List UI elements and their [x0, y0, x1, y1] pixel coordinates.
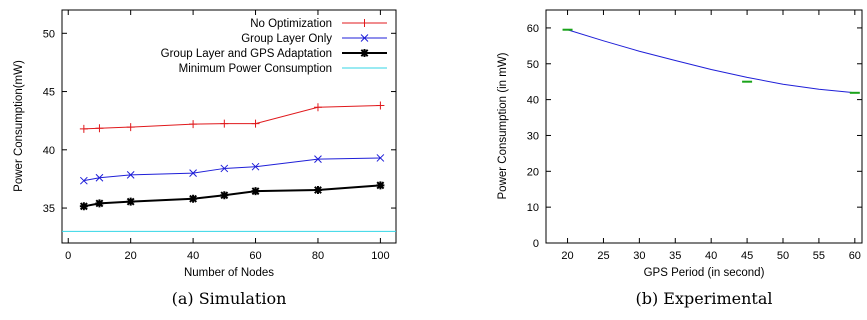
- legend-label: Group Layer Only: [241, 33, 332, 45]
- data-point: [189, 194, 198, 203]
- legend-marker: [360, 19, 369, 27]
- tick-marks: [546, 10, 862, 244]
- x-tick-label: 55: [813, 250, 825, 262]
- x-axis-label: GPS Period (in second): [644, 267, 765, 279]
- series-line: [567, 29, 855, 94]
- legend-marker: [360, 49, 369, 57]
- x-tick-label: 60: [249, 250, 261, 262]
- y-tick-label: 50: [43, 28, 55, 40]
- data-point: [251, 187, 260, 196]
- data-point: [313, 185, 322, 194]
- caption: (b) Experimental: [635, 289, 772, 308]
- x-tick-label: 0: [65, 250, 71, 262]
- data-point: [79, 124, 88, 133]
- x-tick-label: 40: [187, 250, 199, 262]
- x-tick-label: 30: [633, 250, 645, 262]
- y-tick-label: 30: [527, 130, 539, 142]
- x-tick-labels: 0 20 40 60 80 100: [65, 250, 389, 262]
- data-point: [376, 181, 385, 190]
- series-1: [562, 28, 860, 94]
- series-0: [79, 101, 385, 133]
- data-point: [313, 103, 322, 112]
- y-tick-label: 50: [527, 59, 539, 71]
- x-tick-label: 45: [741, 250, 753, 262]
- legend-label: Group Layer and GPS Adaptation: [161, 48, 332, 60]
- simulation-chart: 0 20 40 60 80 100 35 40 45 50 No Optimization Gro…: [13, 9, 397, 308]
- data-point: [126, 123, 135, 132]
- data-point: [314, 155, 322, 163]
- data-point: [189, 169, 197, 177]
- series-0: [567, 29, 855, 94]
- y-tick-label: 60: [527, 23, 539, 35]
- data-point: [376, 101, 385, 110]
- y-tick-label: 10: [527, 202, 539, 214]
- x-tick-label: 50: [777, 250, 789, 262]
- x-axis-label: Number of Nodes: [184, 267, 274, 279]
- experimental-chart: 20 25 30 35 40 45 50 55 60 0 10 20 30 40 50 60 GPS Per…: [497, 9, 863, 308]
- x-tick-label: 20: [561, 250, 573, 262]
- data-point: [251, 119, 260, 128]
- y-axis-label: Power Consumption (in mW): [497, 52, 509, 199]
- series-2: [79, 181, 385, 211]
- x-tick-label: 100: [371, 250, 389, 262]
- data-point: [95, 199, 104, 208]
- data-point: [376, 154, 385, 162]
- legend-marker: [360, 34, 369, 42]
- y-tick-label: 40: [43, 145, 55, 157]
- legend-label: Minimum Power Consumption: [179, 63, 332, 75]
- y-tick-label: 45: [43, 87, 55, 99]
- series-line: [83, 157, 381, 182]
- data-point: [79, 176, 88, 185]
- x-tick-label: 60: [849, 250, 861, 262]
- x-tick-label: 25: [597, 250, 609, 262]
- data-point: [220, 164, 229, 173]
- y-axis-label: Power Consumption(mW): [13, 60, 25, 192]
- x-tick-labels: 20 25 30 35 40 45 50 55 60: [561, 250, 861, 262]
- series-1: [79, 154, 385, 185]
- tick-marks: [62, 10, 396, 243]
- data-point: [95, 124, 104, 133]
- series-group: [62, 101, 396, 232]
- data-point: [251, 162, 260, 171]
- y-tick-label: 40: [527, 95, 539, 107]
- plot-frame: [545, 9, 863, 244]
- data-point: [220, 191, 229, 200]
- x-tick-label: 40: [705, 250, 717, 262]
- x-tick-label: 80: [312, 250, 324, 262]
- y-tick-label: 20: [527, 166, 539, 178]
- data-point: [126, 197, 135, 206]
- series-line: [83, 105, 381, 130]
- plot-frame: [61, 9, 397, 244]
- data-point: [95, 173, 104, 182]
- data-point: [79, 202, 88, 211]
- y-tick-label: 0: [533, 238, 539, 250]
- legend-label: No Optimization: [250, 18, 332, 30]
- data-point: [220, 119, 229, 128]
- series-line: [83, 184, 381, 208]
- y-tick-label: 35: [43, 203, 55, 215]
- legend: No Optimization Group Layer Only Group Lay…: [161, 18, 387, 75]
- y-tick-labels: 0 10 20 30 40 50 60: [527, 23, 539, 250]
- y-tick-labels: 35 40 45 50: [43, 28, 55, 215]
- data-point: [126, 170, 135, 179]
- series-group: [562, 28, 860, 94]
- x-tick-label: 35: [669, 250, 681, 262]
- caption: (a) Simulation: [172, 289, 287, 308]
- x-tick-label: 20: [125, 250, 137, 262]
- data-point: [189, 120, 198, 129]
